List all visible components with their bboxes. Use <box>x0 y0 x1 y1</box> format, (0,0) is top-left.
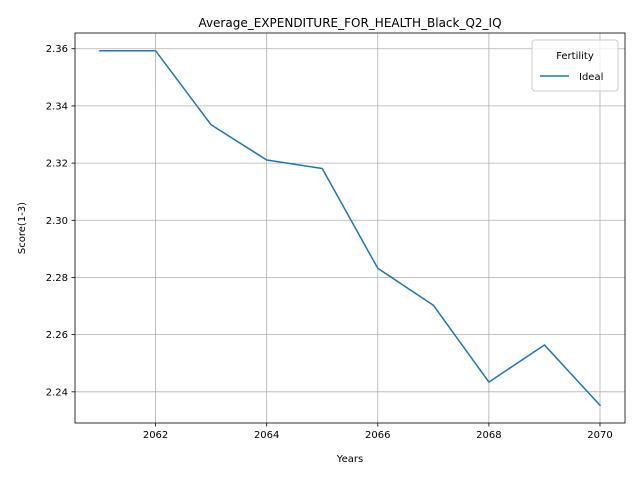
legend-title: Fertility <box>556 51 594 62</box>
x-axis-title: Years <box>336 454 363 465</box>
plot-frame <box>74 32 626 424</box>
series-line-ideal <box>99 49 602 407</box>
chart-title: Average_EXPENDITURE_FOR_HEALTH_Black_Q2_… <box>198 16 501 30</box>
axis-ticks: 2062 2064 2066 2068 2070 2.24 2.26 2.28 2.30 2.32… <box>46 44 613 441</box>
legend-label-ideal: Ideal <box>579 72 603 83</box>
x-tick-label: 2070 <box>587 430 612 441</box>
grid-lines <box>75 33 625 423</box>
x-tick-label: 2064 <box>254 430 279 441</box>
x-tick-label: 2068 <box>476 430 501 441</box>
legend: Fertility Ideal <box>531 39 619 92</box>
y-tick-label: 2.30 <box>46 216 68 227</box>
y-axis-title: Score(1-3) <box>17 202 28 254</box>
series-lines <box>99 49 602 407</box>
y-tick-label: 2.32 <box>46 159 68 170</box>
x-tick-label: 2066 <box>365 430 390 441</box>
y-tick-label: 2.24 <box>46 387 68 398</box>
y-tick-label: 2.28 <box>46 273 68 284</box>
legend-box <box>531 39 619 92</box>
y-tick-label: 2.36 <box>46 44 68 55</box>
y-tick-label: 2.26 <box>46 330 68 341</box>
y-tick-label: 2.34 <box>46 101 68 112</box>
x-tick-label: 2062 <box>143 430 168 441</box>
